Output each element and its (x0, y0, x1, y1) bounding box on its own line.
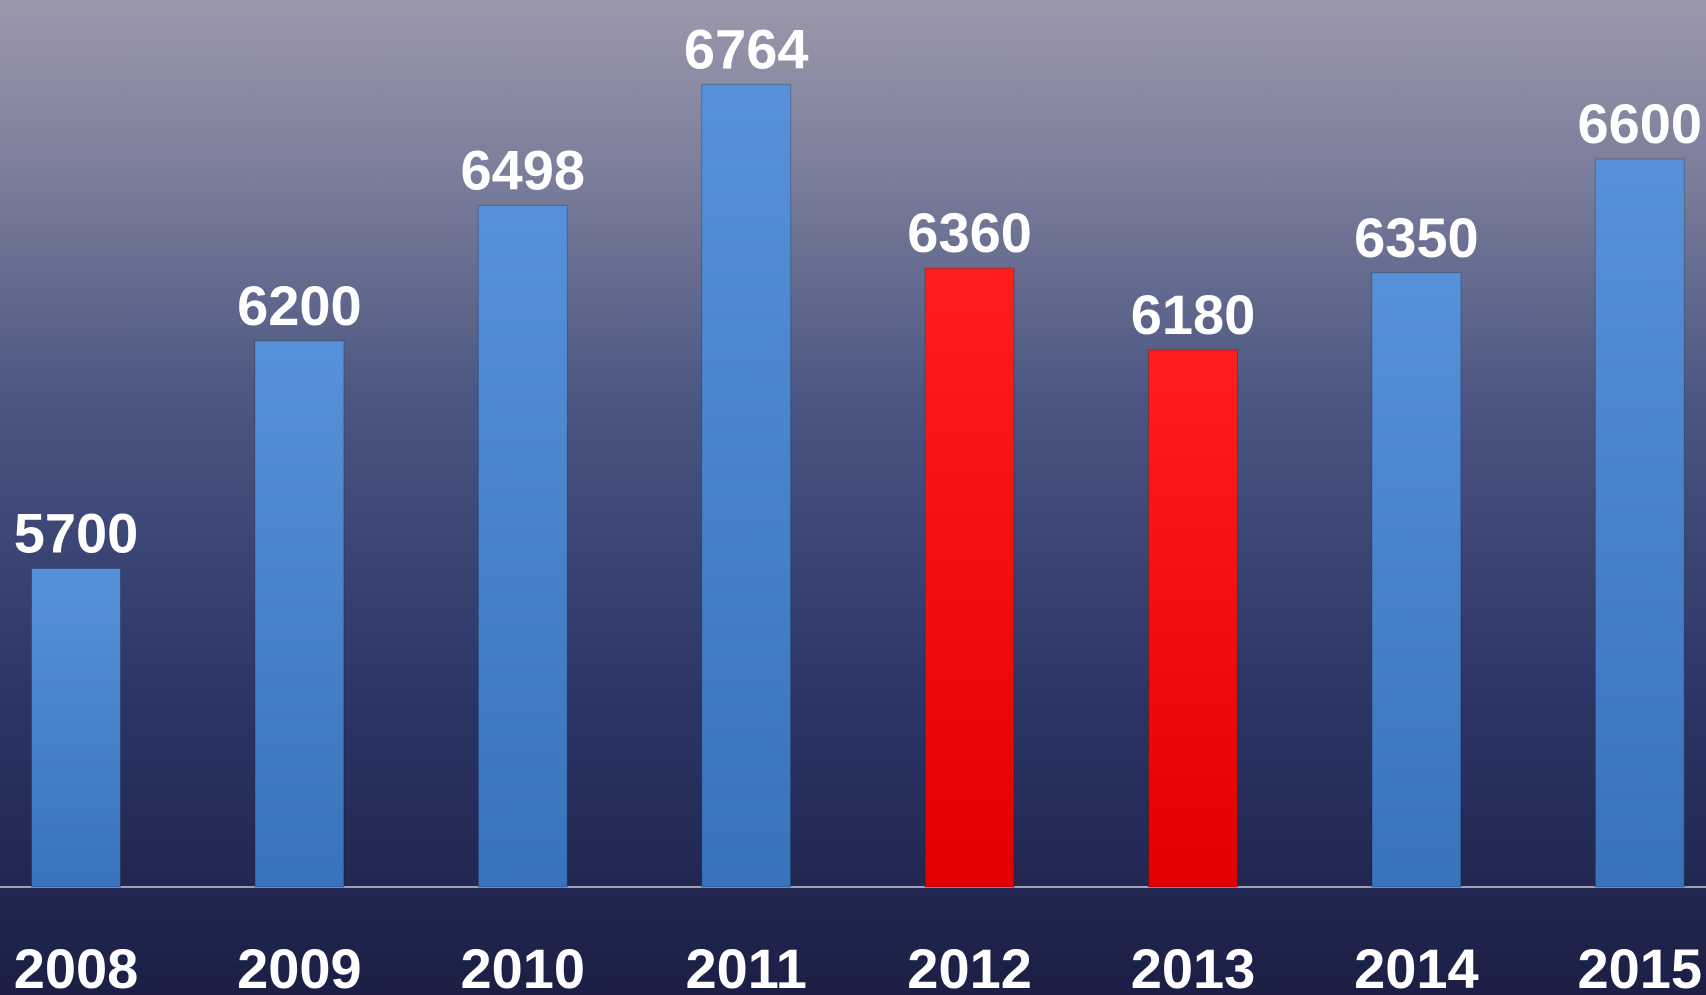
x-tick-label: 2008 (14, 937, 139, 995)
value-label: 5700 (14, 502, 139, 565)
x-tick-label: 2012 (907, 937, 1032, 995)
x-tick-label: 2011 (685, 937, 807, 995)
bar-shade (31, 568, 121, 887)
value-label: 6180 (1131, 283, 1256, 346)
value-label: 6764 (684, 17, 809, 80)
bar-shade (925, 268, 1015, 887)
x-tick-label: 2014 (1354, 937, 1479, 995)
bar-shade (478, 205, 568, 887)
bar-shade (1595, 159, 1685, 887)
x-tick-label: 2013 (1131, 937, 1256, 995)
value-label: 6200 (237, 274, 362, 337)
bar-shade (254, 341, 344, 887)
value-label: 6498 (461, 138, 586, 201)
bar-shade (1148, 350, 1238, 888)
value-label: 6360 (907, 201, 1032, 264)
value-label: 6350 (1354, 206, 1479, 269)
x-tick-label: 2010 (461, 937, 586, 995)
x-tick-label: 2009 (237, 937, 362, 995)
bar-shade (701, 84, 791, 887)
x-tick-label: 2015 (1578, 937, 1703, 995)
bar-shade (1371, 272, 1461, 887)
value-label: 6600 (1578, 92, 1703, 155)
